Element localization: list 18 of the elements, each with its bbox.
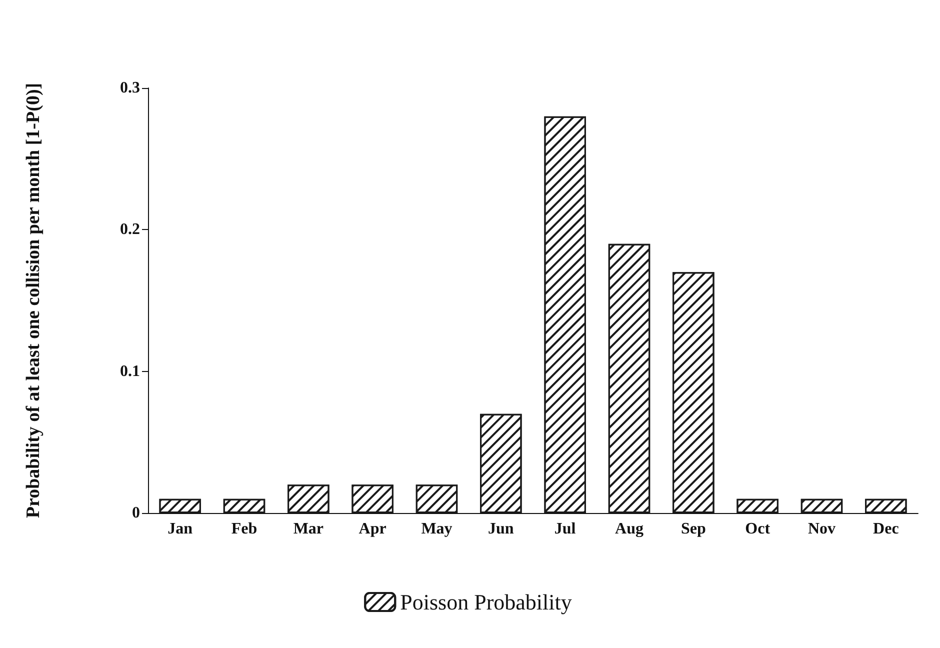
x-tick-label: Jan — [168, 520, 193, 538]
x-tick-label: Jun — [488, 520, 514, 538]
x-tick-label: Nov — [808, 520, 836, 538]
y-axis-title: Probability of at least one collision per month [1-P(0)] — [23, 82, 44, 518]
x-tick-label: Oct — [745, 520, 771, 538]
legend-label: Poisson Probability — [400, 590, 572, 614]
x-tick-label: Jul — [554, 520, 576, 538]
y-tick-label: 0 — [132, 504, 140, 522]
x-tick-label: Mar — [293, 520, 324, 538]
y-tick-label: 0.1 — [120, 362, 140, 380]
x-tick-label: Dec — [873, 520, 899, 538]
x-tick-label: Aug — [615, 520, 644, 538]
y-tick-label: 0.2 — [120, 221, 140, 238]
x-tick-label: Sep — [680, 520, 706, 538]
x-tick-label: Apr — [358, 520, 386, 538]
x-tick-label: Feb — [231, 520, 258, 538]
x-tick-label: May — [421, 520, 452, 538]
y-tick-label: 0.3 — [120, 80, 140, 96]
